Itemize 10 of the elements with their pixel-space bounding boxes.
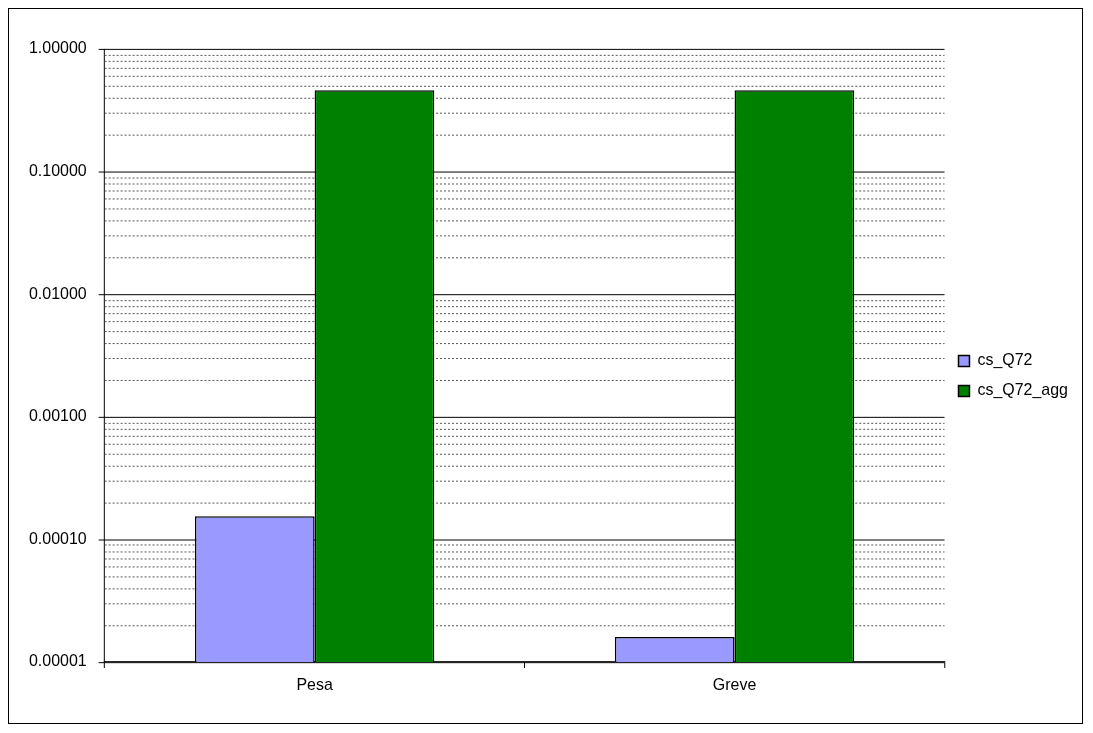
y-tick-label: 1.00000: [28, 39, 87, 57]
x-tick-label: Pesa: [296, 675, 333, 693]
y-tick-label: 0.00100: [28, 407, 87, 425]
y-tick-label: 0.00001: [28, 652, 87, 670]
x-tick-label: Greve: [712, 675, 757, 693]
legend-label: cs_Q72_agg: [977, 381, 1068, 400]
y-tick-label: 0.01000: [28, 284, 87, 302]
y-tick-label: 0.00010: [28, 529, 87, 547]
legend-label: cs_Q72: [977, 351, 1033, 370]
y-tick-label: 0.10000: [28, 161, 87, 179]
